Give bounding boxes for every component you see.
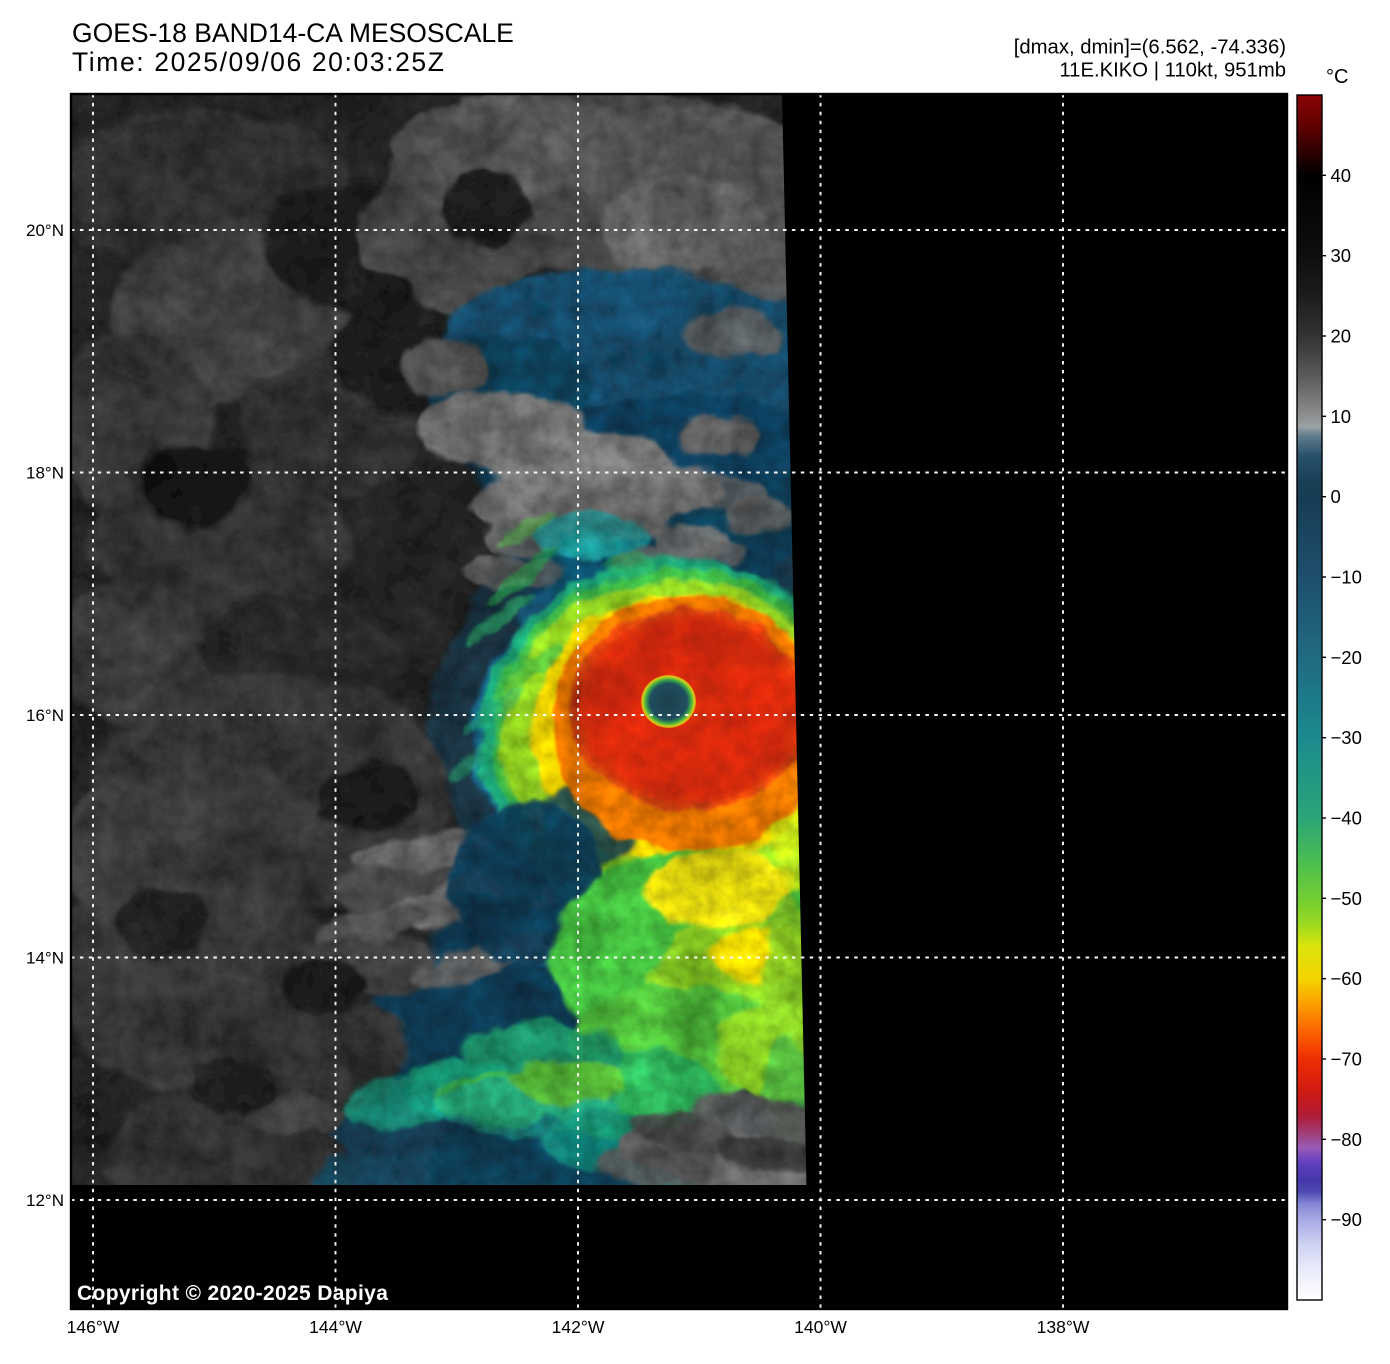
svg-text:20: 20 [1331, 326, 1352, 347]
svg-text:−30: −30 [1331, 727, 1362, 748]
svg-text:[dmax, dmin]=(6.562, -74.336): [dmax, dmin]=(6.562, -74.336) [1014, 37, 1286, 59]
svg-text:146°W: 146°W [67, 1317, 120, 1337]
svg-text:40: 40 [1331, 165, 1352, 186]
svg-text:−10: −10 [1331, 567, 1362, 588]
svg-text:138°W: 138°W [1037, 1317, 1090, 1337]
svg-text:10: 10 [1331, 406, 1352, 427]
svg-text:−40: −40 [1331, 808, 1362, 829]
svg-text:18°N: 18°N [26, 464, 64, 483]
svg-text:°C: °C [1326, 66, 1348, 88]
svg-text:16°N: 16°N [26, 706, 64, 725]
svg-text:11E.KIKO | 110kt, 951mb: 11E.KIKO | 110kt, 951mb [1059, 60, 1286, 82]
svg-text:−90: −90 [1331, 1209, 1362, 1230]
svg-text:−70: −70 [1331, 1049, 1362, 1070]
svg-text:12°N: 12°N [26, 1191, 64, 1210]
svg-text:20°N: 20°N [26, 221, 64, 240]
svg-text:142°W: 142°W [552, 1317, 605, 1337]
svg-text:GOES-18 BAND14-CA MESOSCALE: GOES-18 BAND14-CA MESOSCALE [72, 18, 514, 48]
svg-text:−20: −20 [1331, 647, 1362, 668]
svg-text:140°W: 140°W [794, 1317, 847, 1337]
svg-text:Copyright © 2020-2025 Dapiya: Copyright © 2020-2025 Dapiya [77, 1282, 388, 1305]
svg-text:30: 30 [1331, 245, 1352, 266]
svg-text:−60: −60 [1331, 968, 1362, 989]
svg-text:14°N: 14°N [26, 949, 64, 968]
svg-text:−80: −80 [1331, 1129, 1362, 1150]
svg-text:Time: 2025/09/06 20:03:25Z: Time: 2025/09/06 20:03:25Z [72, 47, 446, 77]
svg-text:0: 0 [1331, 486, 1341, 507]
svg-text:144°W: 144°W [309, 1317, 362, 1337]
svg-text:−50: −50 [1331, 888, 1362, 909]
